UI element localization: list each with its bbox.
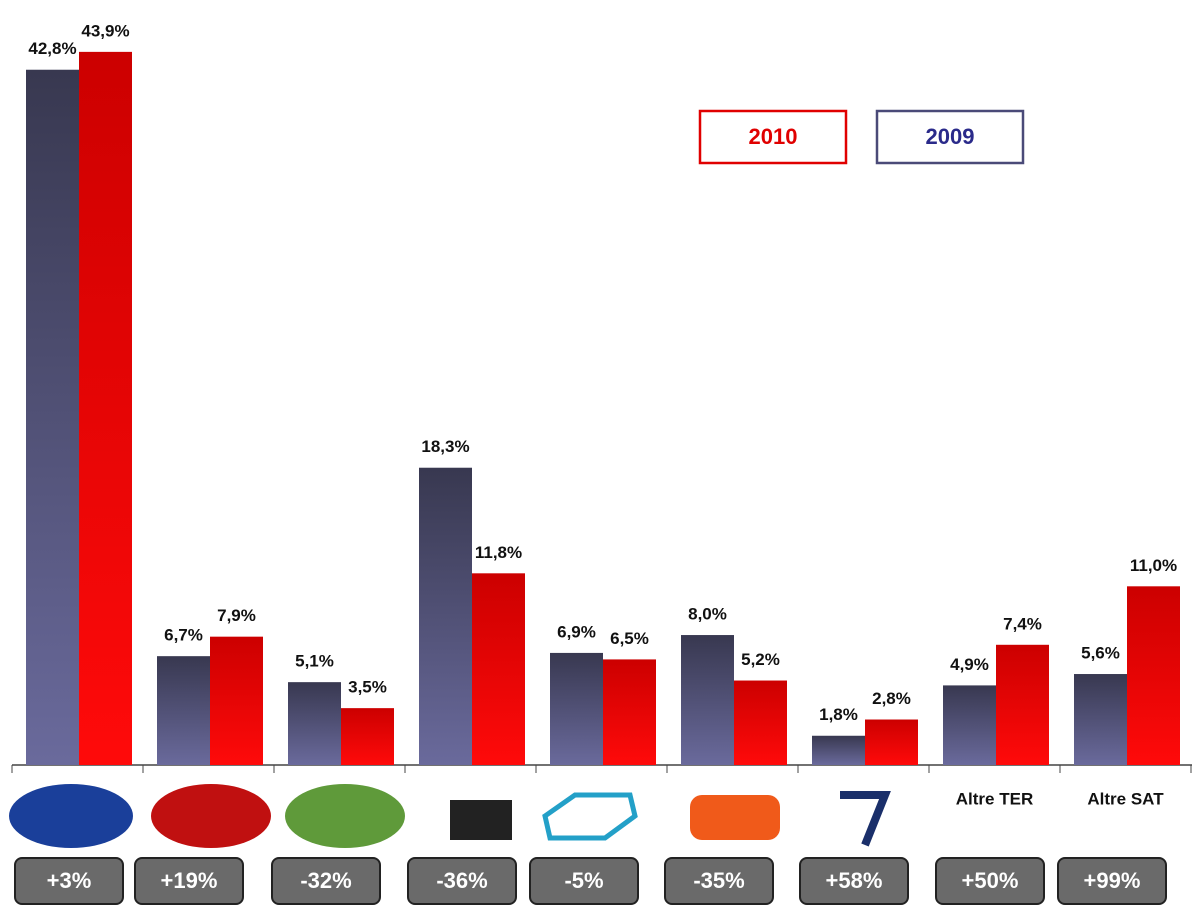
legend-label: 2010 [749, 124, 798, 149]
change-box [1057, 857, 1167, 905]
change-label: +19% [161, 868, 218, 893]
bar [681, 635, 734, 765]
value-label: 6,7% [164, 626, 203, 645]
value-label: 7,4% [1003, 614, 1042, 633]
change-box [271, 857, 381, 905]
legend-box [875, 109, 1025, 165]
value-label: 7,9% [217, 606, 256, 625]
bar [26, 69, 79, 765]
value-label: 42,8% [28, 39, 76, 58]
x-tick-label: Altre TER [956, 789, 1033, 808]
value-label: 8,0% [688, 605, 727, 624]
change-box [407, 857, 517, 905]
bar [210, 636, 263, 765]
change-box [799, 857, 909, 905]
bar [288, 682, 341, 765]
bar [865, 719, 918, 765]
logo [285, 784, 405, 848]
logo [450, 800, 512, 840]
logos [9, 784, 891, 848]
change-box [664, 857, 774, 905]
value-label: 1,8% [819, 705, 858, 724]
change-label: +58% [826, 868, 883, 893]
bar [1127, 586, 1180, 765]
x-tick-label: Altre SAT [1087, 789, 1164, 808]
logo [151, 784, 271, 848]
value-label: 6,9% [557, 622, 596, 641]
change-label: +50% [962, 868, 1019, 893]
legend-label: 2009 [926, 124, 975, 149]
value-label: 5,6% [1081, 644, 1120, 663]
bar [1074, 674, 1127, 765]
bar [472, 573, 525, 765]
bar [550, 652, 603, 765]
change-label: +99% [1084, 868, 1141, 893]
bar [943, 685, 996, 765]
value-label: 5,1% [295, 652, 334, 671]
value-label: 18,3% [421, 437, 469, 456]
legend-box [698, 109, 848, 165]
value-label: 2,8% [872, 689, 911, 708]
change-box [134, 857, 244, 905]
logo [690, 795, 780, 840]
bar [79, 51, 132, 765]
value-label: 6,5% [610, 629, 649, 648]
bar [996, 644, 1049, 765]
value-label: 5,2% [741, 650, 780, 669]
bar [157, 656, 210, 765]
change-box [529, 857, 639, 905]
bar [341, 708, 394, 765]
change-box [14, 857, 124, 905]
value-label: 3,5% [348, 678, 387, 697]
bar [734, 680, 787, 765]
bar [603, 659, 656, 765]
logo [9, 784, 133, 848]
bar [419, 467, 472, 765]
change-label: -35% [693, 868, 744, 893]
value-label: 43,9% [81, 21, 129, 40]
change-label: -5% [564, 868, 603, 893]
change-label: +3% [47, 868, 92, 893]
value-label: 11,8% [475, 543, 522, 562]
change-label: -32% [300, 868, 351, 893]
bar [812, 735, 865, 765]
change-label: -36% [436, 868, 487, 893]
value-label: 4,9% [950, 655, 989, 674]
value-label: 11,0% [1130, 556, 1177, 575]
change-box [935, 857, 1045, 905]
logo [840, 791, 891, 847]
logo [542, 792, 638, 841]
